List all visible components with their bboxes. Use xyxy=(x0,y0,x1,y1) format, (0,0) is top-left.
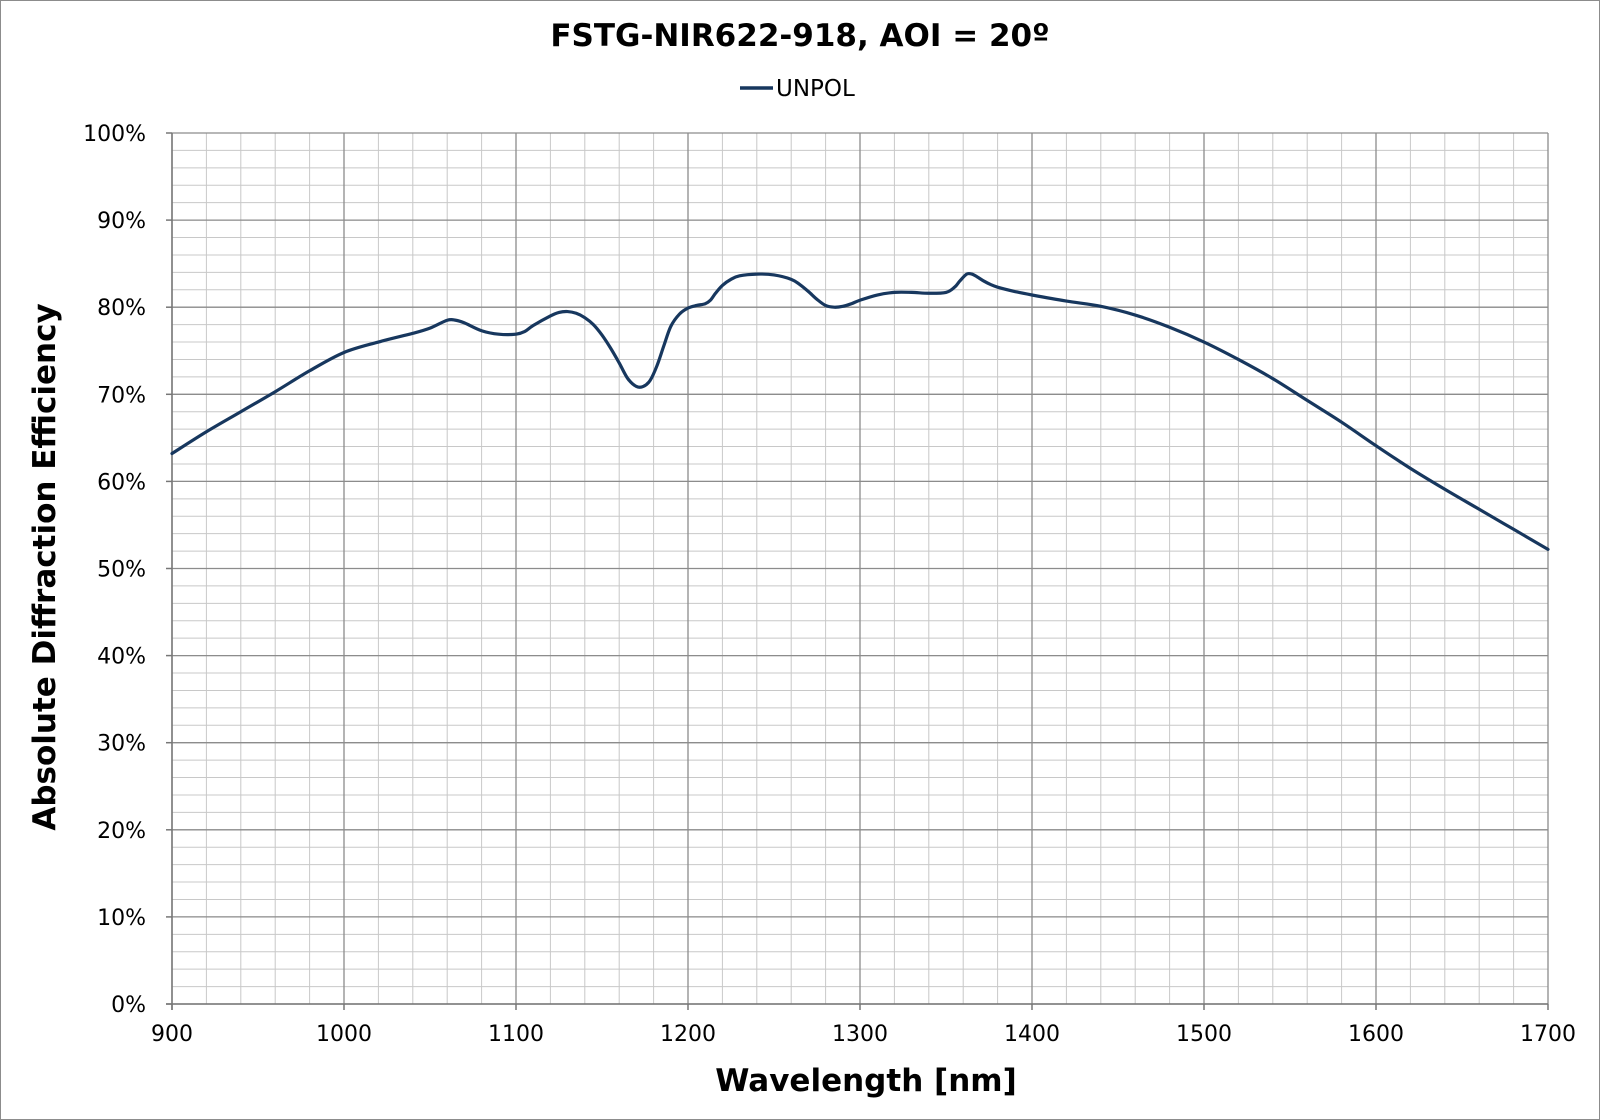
y-tick-label: 20% xyxy=(97,819,146,844)
y-tick-label: 50% xyxy=(97,558,146,583)
x-tick-label: 1500 xyxy=(1176,1022,1232,1047)
legend-label: UNPOL xyxy=(776,76,855,102)
chart-title: FSTG-NIR622-918, AOI = 20º xyxy=(550,18,1049,54)
y-tick-label: 100% xyxy=(83,122,146,147)
legend: UNPOL xyxy=(740,76,855,102)
y-tick-label: 80% xyxy=(97,296,146,321)
y-tick-label: 40% xyxy=(97,645,146,670)
x-tick-label: 1700 xyxy=(1520,1022,1576,1047)
y-tick-label: 10% xyxy=(97,906,146,931)
y-tick-labels: 0% 10% 20% 30% 40% 50% 60% 70% 80% 90% 100% xyxy=(83,122,146,1018)
y-tick-label: 90% xyxy=(97,209,146,234)
x-axis-title: Wavelength [nm] xyxy=(715,1063,1017,1099)
axes xyxy=(166,132,1549,1010)
x-tick-label: 1200 xyxy=(660,1022,716,1047)
y-tick-label: 70% xyxy=(97,383,146,408)
y-tick-label: 30% xyxy=(97,732,146,757)
x-tick-label: 1300 xyxy=(832,1022,888,1047)
major-gridlines xyxy=(171,132,1549,1005)
x-tick-label: 1100 xyxy=(488,1022,544,1047)
series-group xyxy=(170,271,1550,551)
y-tick-label: 60% xyxy=(97,470,146,495)
x-tick-label: 1000 xyxy=(316,1022,372,1047)
series-line-unpol xyxy=(170,271,1550,551)
x-tick-label: 900 xyxy=(151,1022,193,1047)
y-tick-label: 0% xyxy=(111,993,146,1018)
x-tick-label: 1400 xyxy=(1004,1022,1060,1047)
x-tick-labels: 900 1000 1100 1200 1300 1400 1500 1600 1700 xyxy=(151,1022,1576,1047)
x-tick-label: 1600 xyxy=(1348,1022,1404,1047)
y-axis-title: Absolute Diffraction Efficiency xyxy=(27,303,63,830)
